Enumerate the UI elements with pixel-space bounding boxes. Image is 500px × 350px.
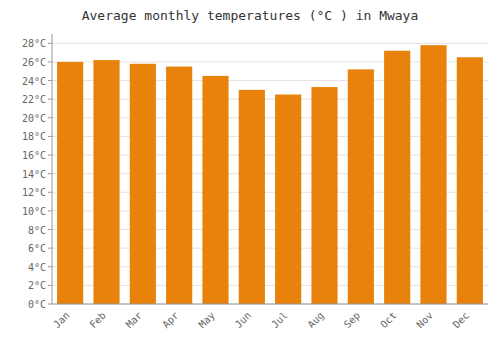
y-tick [48, 173, 52, 174]
y-tick-label: 20°C [22, 113, 46, 124]
chart-container: Average monthly temperatures (°C ) in Mw… [0, 0, 500, 350]
bar [130, 64, 156, 304]
x-tick-label: Sep [342, 310, 363, 331]
y-tick-label: 12°C [22, 187, 46, 198]
x-tick-label: Mar [124, 310, 145, 331]
x-axis-line [52, 304, 488, 305]
y-tick [48, 229, 52, 230]
bar [457, 57, 483, 304]
y-tick [48, 155, 52, 156]
bar [57, 62, 83, 304]
x-tick-label: May [196, 310, 217, 331]
bar [166, 67, 192, 304]
y-tick [48, 61, 52, 62]
y-tick [48, 117, 52, 118]
grid-line [52, 43, 488, 44]
bar [202, 76, 228, 304]
y-tick-label: 2°C [28, 280, 46, 291]
y-tick-label: 26°C [22, 57, 46, 68]
y-grid: 0°C 2°C 4°C 6°C 8°C 10°C 12°C 14°C 16°C 18°C 20°C 2… [22, 38, 488, 310]
bar [348, 69, 374, 304]
x-tick-label: Dec [451, 310, 472, 331]
title: Average monthly temperatures (°C ) in Mw… [82, 8, 419, 23]
y-tick [48, 210, 52, 211]
x-tick-label: Feb [87, 310, 108, 331]
x-tick-label: Jul [269, 310, 290, 331]
page: {"chart_data": {"type": "bar", "title": … [0, 0, 500, 350]
x-tick-label: Nov [414, 310, 435, 331]
bar [239, 90, 265, 304]
chart: Average monthly temperatures (°C ) in Mw… [0, 0, 500, 350]
y-tick [48, 248, 52, 249]
bar [384, 51, 410, 304]
y-tick-label: 4°C [28, 262, 46, 273]
x-tick-label: Apr [160, 310, 181, 331]
y-tick-label: 18°C [22, 131, 46, 142]
x-tick-label: Jan [51, 310, 72, 331]
x-tick-label: Aug [305, 310, 326, 331]
x-tick-label: Oct [378, 310, 399, 331]
y-tick-label: 6°C [28, 243, 46, 254]
y-axis-line [52, 34, 53, 304]
x-axis: Jan Feb Mar Apr May Jun Jul Aug Sep Oct Nov Dec [51, 310, 471, 331]
bar [275, 95, 301, 304]
y-tick-label: 22°C [22, 94, 46, 105]
y-tick-label: 8°C [28, 225, 46, 236]
x-tick-label: Jun [233, 310, 254, 331]
y-tick [48, 192, 52, 193]
bar [93, 60, 119, 304]
grid-line [52, 304, 488, 305]
y-tick [48, 285, 52, 286]
y-tick-label: 28°C [22, 38, 46, 49]
y-tick [48, 99, 52, 100]
y-tick [48, 80, 52, 81]
y-tick-label: 14°C [22, 169, 46, 180]
bar [420, 45, 446, 304]
y-tick-label: 0°C [28, 299, 46, 310]
y-tick [48, 266, 52, 267]
y-tick-label: 10°C [22, 206, 46, 217]
bars [57, 45, 483, 304]
y-tick [48, 43, 52, 44]
y-tick [48, 304, 52, 305]
y-tick-label: 16°C [22, 150, 46, 161]
y-tick-label: 24°C [22, 76, 46, 87]
y-tick [48, 136, 52, 137]
bar [311, 87, 337, 304]
